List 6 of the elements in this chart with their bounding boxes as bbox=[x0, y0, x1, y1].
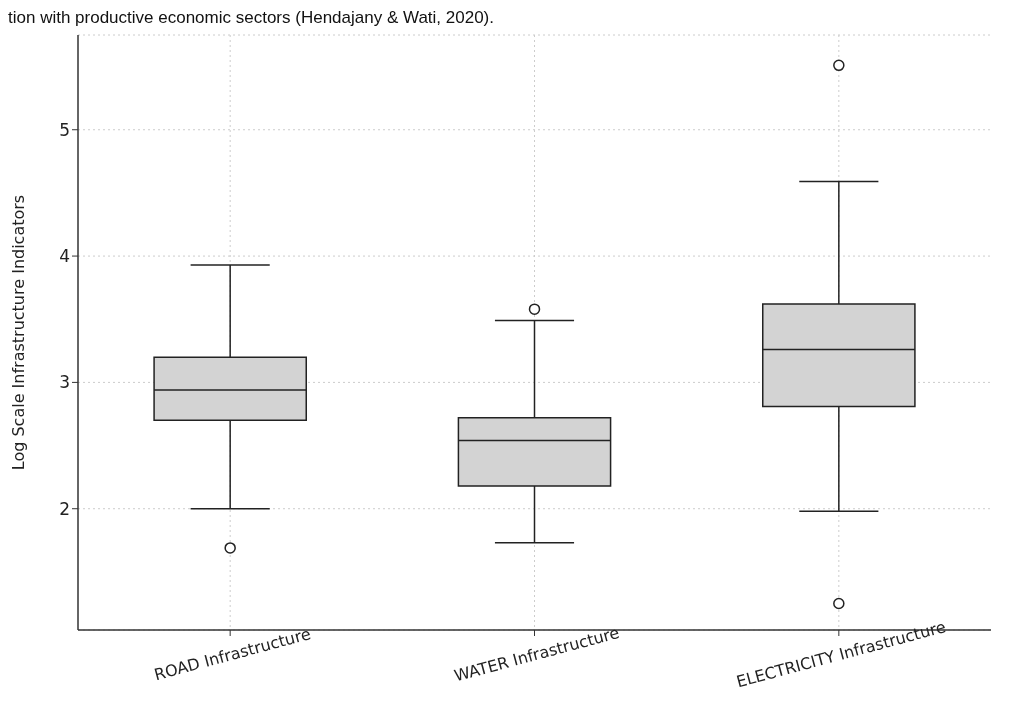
text: tion with productive economic sectors (Hendajany & Wati, 2020). bbox=[8, 8, 495, 29]
y-axis-title: Log Scale Infrastructure Indicators bbox=[8, 194, 28, 471]
y-tick-label: 4 bbox=[59, 246, 70, 267]
y-tick-label: 5 bbox=[59, 119, 70, 140]
y-tick-label: 3 bbox=[59, 372, 70, 393]
y-tick-label: 2 bbox=[59, 498, 70, 519]
